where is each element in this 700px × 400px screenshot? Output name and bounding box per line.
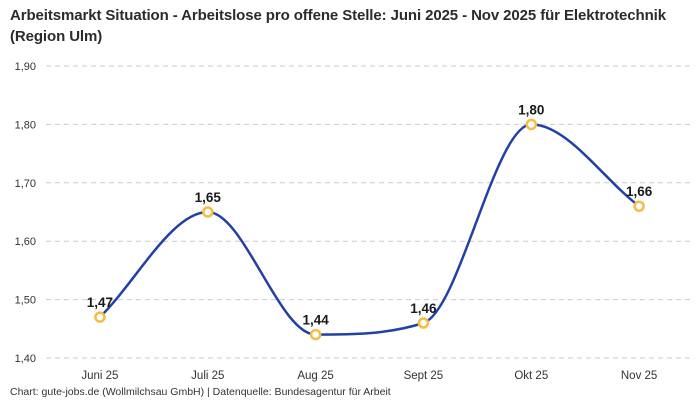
y-tick-label: 1,50 [15,295,36,307]
data-point-marker [633,200,645,212]
x-tick-label: Nov 25 [621,370,657,382]
x-tick-label: Juni 25 [81,370,118,382]
data-point-label: 1,66 [626,184,653,199]
y-tick-label: 1,40 [15,353,36,365]
data-point-label: 1,44 [302,313,329,328]
data-point-marker [94,311,106,323]
chart-title: Arbeitsmarkt Situation - Arbeitslose pro… [10,7,666,45]
data-point-marker [202,206,214,218]
y-tick-label: 1,80 [15,119,36,131]
x-tick-label: Sept 25 [404,370,444,382]
data-point-label: 1,47 [87,295,113,310]
y-tick-label: 1,70 [15,178,36,190]
source-credit: Chart: gute-jobs.de (Wollmilchsau GmbH) … [10,386,391,398]
data-line [98,123,641,336]
data-point-label: 1,46 [410,301,437,316]
y-tick-label: 1,90 [15,61,36,73]
data-point-marker [309,328,322,341]
data-point-label: 1,65 [195,190,222,205]
x-tick-label: Okt 25 [514,370,548,382]
data-point-marker [525,118,538,131]
data-point-label: 1,80 [518,102,544,117]
y-tick-label: 1,60 [15,236,36,248]
x-tick-label: Juli 25 [191,370,224,382]
data-point-marker [417,317,430,329]
x-tick-label: Aug 25 [297,370,333,382]
